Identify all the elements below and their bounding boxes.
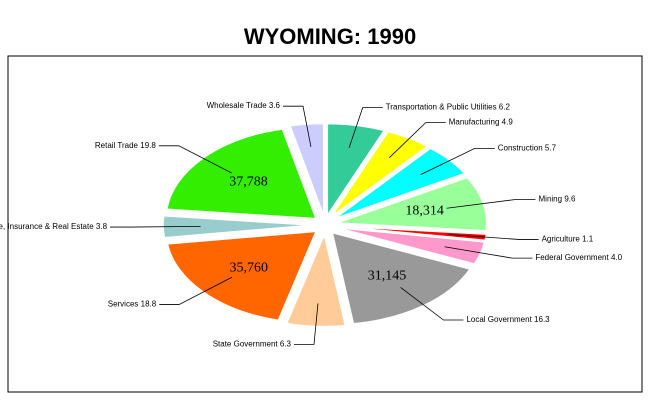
leader-line — [159, 276, 233, 305]
leader-line — [444, 246, 533, 259]
category-name: Services — [108, 300, 139, 309]
chart-title: WYOMING: 1990 — [244, 24, 416, 49]
slice-label: State Government 6.3 — [213, 340, 292, 349]
value-label: 1.1 — [582, 235, 594, 244]
value-label: 16.3 — [534, 315, 550, 324]
value-label: 3.6 — [269, 101, 281, 110]
slice-label: Mining 9.6 — [539, 195, 576, 204]
category-name: Mining — [539, 195, 563, 204]
category-name: Construction — [498, 144, 543, 153]
category-name: Agriculture — [542, 235, 581, 244]
leader-line — [293, 303, 319, 345]
category-name: Manufacturing — [449, 118, 500, 127]
value-label: 6.3 — [280, 340, 292, 349]
slice-label: Local Government 16.3 — [466, 315, 550, 324]
category-name: Local Government — [466, 315, 532, 324]
value-label: 6.2 — [499, 103, 511, 112]
category-name: Wholesale Trade — [207, 101, 268, 110]
leader-line — [158, 145, 232, 174]
value-label: 4.9 — [502, 118, 514, 127]
pie-slice — [166, 230, 318, 322]
leader-line — [283, 105, 312, 147]
slice-label: Services 18.8 — [108, 300, 157, 309]
slice-label: Agriculture 1.1 — [542, 235, 594, 244]
slice-label: Wholesale Trade 3.6 — [207, 101, 281, 110]
category-name: Federal Government — [535, 253, 609, 262]
category-name: Finance, Insurance & Real Estate — [0, 222, 94, 231]
pie-slice — [165, 128, 318, 220]
value-label: 3.8 — [96, 222, 108, 231]
pie-slice — [331, 231, 472, 325]
slice-count-label: 35,760 — [230, 260, 269, 275]
value-label: 9.6 — [564, 195, 576, 204]
value-label: 5.7 — [545, 144, 557, 153]
slice-label: Transportation & Public Utilities 6.2 — [386, 103, 511, 112]
leader-line — [448, 234, 539, 240]
category-name: Transportation & Public Utilities — [386, 103, 497, 112]
leader-line — [400, 287, 464, 321]
slice-count-label: 18,314 — [405, 203, 444, 218]
value-label: 19.8 — [140, 141, 156, 150]
slice-count-label: 31,145 — [368, 269, 407, 284]
category-name: Retail Trade — [95, 141, 139, 150]
slice-label: Construction 5.7 — [498, 144, 557, 153]
leader-line — [420, 147, 495, 176]
slice-label: Federal Government 4.0 — [535, 253, 622, 262]
slice-label: Finance, Insurance & Real Estate 3.8 — [0, 222, 108, 231]
slice-count-label: 37,788 — [229, 174, 268, 189]
leader-line — [110, 225, 201, 228]
leader-line — [348, 107, 383, 149]
frame — [7, 55, 643, 393]
slice-label: Manufacturing 4.9 — [449, 118, 514, 127]
leader-line — [389, 122, 446, 158]
leader-line — [446, 199, 536, 209]
slice-label: Retail Trade 19.8 — [95, 141, 156, 150]
pie-slice — [333, 147, 466, 220]
category-name: State Government — [213, 340, 279, 349]
pie-slice — [330, 130, 429, 218]
value-label: 18.8 — [141, 300, 157, 309]
value-label: 4.0 — [611, 253, 623, 262]
